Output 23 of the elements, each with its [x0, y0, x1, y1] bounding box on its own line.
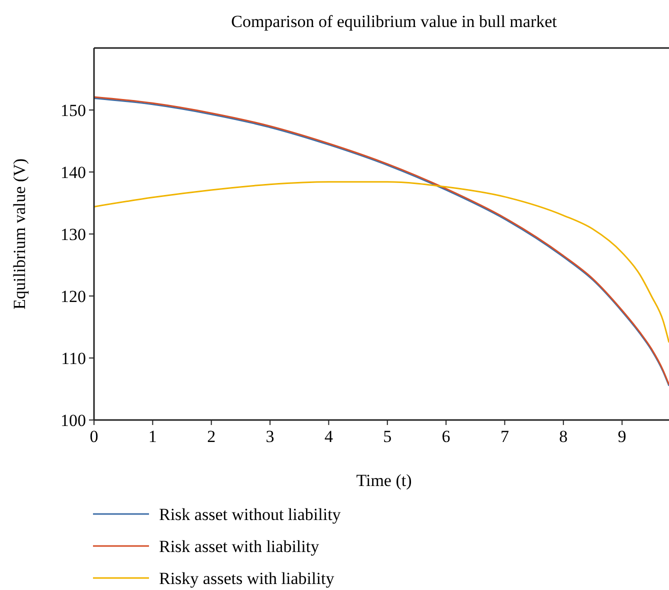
y-tick-label: 100	[60, 410, 86, 430]
legend-label: Risk asset with liability	[159, 536, 320, 556]
legend-label: Risk asset without liability	[159, 504, 342, 524]
y-tick-label: 140	[60, 162, 86, 182]
x-tick-label: 3	[266, 427, 274, 446]
x-tick-label: 1	[148, 427, 157, 446]
x-tick-label: 9	[618, 427, 626, 446]
x-tick-label: 0	[90, 427, 98, 446]
line-series	[94, 181, 669, 344]
x-tick-label: 8	[559, 427, 568, 446]
y-tick-label: 150	[60, 100, 86, 120]
y-tick-label: 110	[61, 348, 86, 368]
chart-title: Comparison of equilibrium value in bull market	[231, 12, 558, 31]
x-tick-label: 5	[383, 427, 392, 446]
y-axis-title: Equilibrium value (V)	[10, 158, 29, 310]
legend-label: Risky assets with liability	[159, 568, 335, 588]
x-tick-label: 2	[207, 427, 216, 446]
x-tick-label: 4	[324, 427, 334, 446]
x-tick-label: 6	[442, 427, 450, 446]
y-tick-label: 120	[60, 286, 86, 306]
x-axis-title: Time (t)	[356, 471, 412, 490]
x-tick-label: 7	[500, 427, 510, 446]
y-tick-label: 130	[60, 224, 86, 244]
